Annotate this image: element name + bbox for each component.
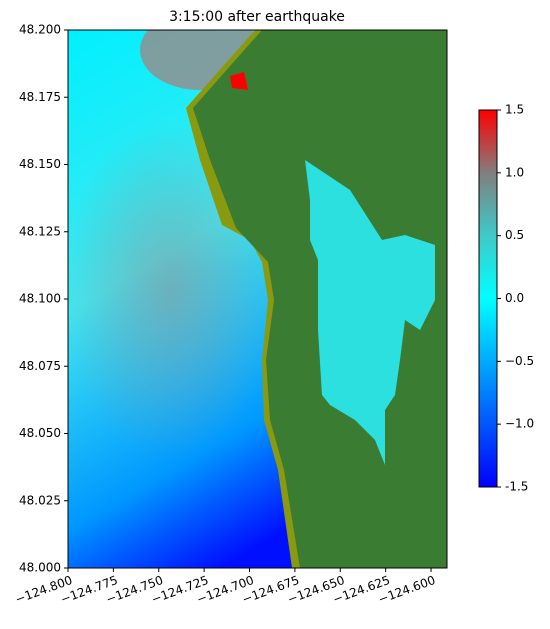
colorbar-tick-label: −1.0 (505, 417, 534, 431)
colorbar-tick-label: −0.5 (505, 354, 534, 368)
colorbar-tick-label: 1.5 (505, 103, 524, 117)
colorbar-tick-label: -1.5 (505, 480, 528, 494)
y-tick-label: 48.000 (19, 561, 61, 575)
y-tick-label: 48.075 (19, 359, 61, 373)
y-tick-label: 48.175 (19, 90, 61, 104)
y-tick-label: 48.025 (19, 493, 61, 507)
chart-title: 3:15:00 after earthquake (169, 9, 345, 25)
colorbar-tick-label: 1.0 (505, 165, 524, 179)
colorbar-tick-label: 0.0 (505, 291, 524, 305)
colorbar-tick-label: 0.5 (505, 228, 524, 242)
colorbar (478, 109, 498, 488)
map-image (68, 30, 447, 568)
y-tick-label: 48.125 (19, 224, 61, 238)
y-tick-label: 48.150 (19, 157, 61, 171)
y-tick-label: 48.100 (19, 292, 61, 306)
y-tick-label: 48.050 (19, 426, 61, 440)
y-tick-label: 48.200 (19, 23, 61, 37)
